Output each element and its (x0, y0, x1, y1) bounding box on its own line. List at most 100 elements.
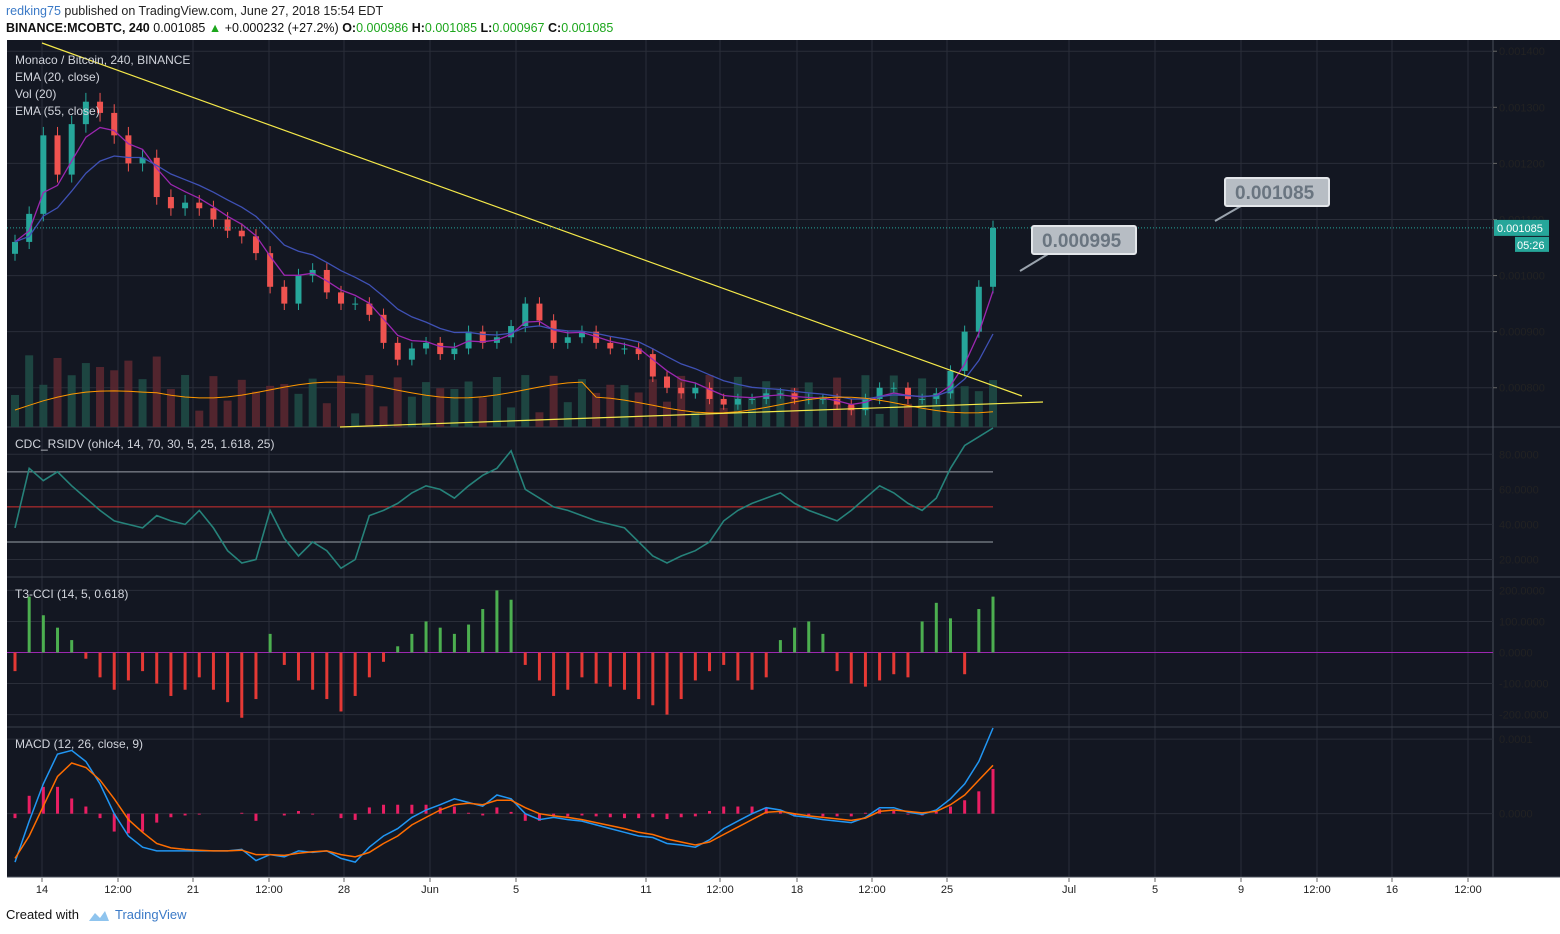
candle-body (975, 286, 982, 332)
chart-area[interactable]: 0.0014000.0013000.0012000.0011000.001000… (0, 40, 1560, 902)
time-axis-tick-label: 16 (1386, 884, 1398, 896)
cci-axis-tick-label: 0.0000 (1499, 648, 1533, 660)
volume-bar (365, 375, 374, 427)
candle-body (153, 157, 160, 198)
volume-bar (308, 378, 317, 427)
candle-body (919, 398, 926, 400)
candle-body (777, 393, 784, 395)
candle-body (961, 331, 968, 371)
candle-body (12, 241, 18, 254)
price-axis-tick-label: 0.001200 (1499, 158, 1545, 170)
candle-body (139, 157, 146, 164)
ascending-trendline (339, 401, 1044, 428)
author-name[interactable]: redking75 (6, 4, 61, 18)
candles (12, 92, 996, 416)
volume-bar (563, 402, 572, 427)
volume-bar (889, 375, 898, 427)
pane-title: T3-CCI (14, 5, 0.618) (15, 587, 128, 601)
candle-body (352, 303, 359, 305)
time-axis-tick-label: 12:00 (104, 884, 132, 896)
descending-trendline (41, 42, 1023, 397)
volume-bar (776, 389, 785, 427)
volume-bar (351, 413, 360, 427)
volume-bar (25, 355, 34, 427)
candle-body (196, 202, 203, 209)
countdown-badge-text: 05:26 (1517, 240, 1545, 252)
candle-body (508, 326, 515, 338)
time-axis-tick-label: 11 (640, 884, 651, 896)
time-axis-tick-label: 5 (513, 884, 519, 896)
publish-info: redking75 published on TradingView.com, … (6, 4, 383, 18)
candle-body (281, 286, 288, 304)
time-axis-tick-label: 25 (941, 884, 953, 896)
volume-bar (592, 392, 601, 427)
volume-bar (974, 391, 983, 427)
volume-bar (663, 401, 671, 427)
candle-body (550, 320, 557, 343)
created-with-text: Created with (6, 907, 79, 922)
candle-body (649, 354, 656, 377)
last-price-badge-text: 0.001085 (1497, 223, 1543, 235)
candle-body (522, 303, 529, 327)
candle-body (182, 202, 189, 209)
candle-body (295, 275, 302, 304)
candle-body (621, 348, 628, 350)
candle-body (692, 387, 699, 394)
candle-body (706, 387, 713, 399)
candle-body (238, 230, 245, 237)
macd-signal-line (14, 762, 994, 859)
volume-bar (903, 403, 912, 427)
volume-bar (379, 406, 388, 427)
volume-bar (577, 379, 586, 427)
open-label: O: (342, 21, 357, 35)
volume-bar (81, 363, 90, 427)
candle-body (607, 342, 614, 349)
legend-entry: EMA (55, close) (15, 104, 100, 118)
candle-body (423, 342, 430, 349)
volume-bar (407, 396, 416, 427)
volume-bar (450, 389, 459, 427)
time-axis-tick-label: 12:00 (1303, 884, 1331, 896)
callout-prev-pointer (1019, 253, 1049, 272)
volume-bar (237, 379, 246, 427)
rsi-axis-tick-label: 80.0000 (1499, 449, 1539, 461)
volume-bar (53, 357, 62, 427)
legend-entry: Vol (20) (15, 87, 56, 101)
footer: Created with TradingView (6, 907, 187, 923)
tradingview-link[interactable]: TradingView (114, 907, 187, 922)
volume-bar (266, 385, 275, 427)
ema-20-line (14, 126, 994, 406)
legend-entry: EMA (20, close) (15, 70, 100, 84)
volume-bar (804, 382, 813, 427)
time-axis-tick-label: 18 (791, 884, 803, 896)
candle-body (479, 331, 486, 343)
candle-body (678, 387, 685, 394)
volume-bar (478, 397, 487, 427)
volume-bar (606, 384, 615, 427)
volume-bar (818, 396, 827, 427)
volume-bar (521, 375, 530, 427)
volume-bar (138, 379, 147, 427)
time-axis-tick-label: 28 (338, 884, 350, 896)
volume-bar (648, 379, 657, 427)
price-axis-tick-label: 0.001400 (1499, 46, 1545, 58)
time-axis-tick-label: 21 (187, 884, 199, 896)
volume-bar (847, 405, 856, 427)
volume-bar (492, 377, 501, 427)
volume-bar (507, 407, 516, 427)
price-change: +0.000232 (+27.2%) (224, 21, 339, 35)
candle-body (267, 253, 274, 287)
volume-bar (11, 395, 19, 427)
pane-title: MACD (12, 26, close, 9) (15, 737, 143, 751)
volume-ma-line (14, 381, 994, 414)
candle-body (224, 219, 231, 231)
candle-body (734, 398, 741, 405)
volume-bar (322, 403, 331, 427)
candle-body (366, 303, 373, 315)
volume-bar (719, 407, 728, 427)
cci-axis-tick-label: 200.0000 (1499, 585, 1545, 597)
callout-last-box (1224, 177, 1330, 207)
volume-bar (96, 367, 105, 427)
close-label: C: (547, 21, 562, 35)
candle-body (947, 370, 954, 394)
